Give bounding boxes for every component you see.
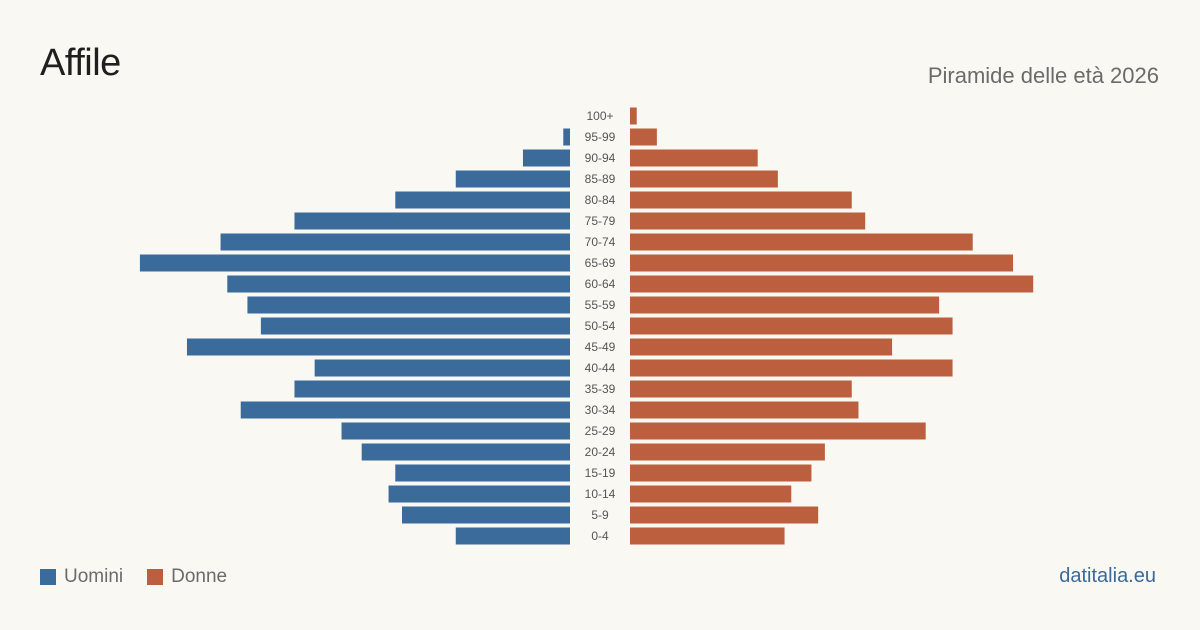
bar-women-80-84 [630,191,852,209]
bar-women-70-74 [630,233,973,251]
bar-women-20-24 [630,443,825,461]
age-label-90-94: 90-94 [585,151,616,165]
age-label-65-69: 65-69 [585,256,616,270]
bar-women-30-34 [630,401,859,419]
bar-men-20-24 [361,443,570,461]
bar-women-50-54 [630,317,953,335]
age-label-30-34: 30-34 [585,403,616,417]
age-label-50-54: 50-54 [585,319,616,333]
age-label-40-44: 40-44 [585,361,616,375]
age-label-80-84: 80-84 [585,193,616,207]
legend-item-men: Uomini [40,566,123,588]
bar-men-60-64 [227,275,570,293]
age-label-5-9: 5-9 [591,508,609,522]
bar-men-95-99 [563,128,570,146]
bar-women-25-29 [630,422,926,440]
bar-women-5-9 [630,506,819,524]
bar-women-60-64 [630,275,1034,293]
page-title: Affile [40,42,121,84]
bar-women-85-89 [630,170,778,188]
bar-men-25-29 [341,422,570,440]
bar-men-45-49 [186,338,570,356]
bar-women-65-69 [630,254,1014,272]
age-label-95-99: 95-99 [585,130,616,144]
bar-men-65-69 [139,254,571,272]
age-label-60-64: 60-64 [585,277,616,291]
legend-label-women: Donne [171,566,228,587]
legend-swatch-men [40,569,56,585]
bar-men-70-74 [220,233,570,251]
age-label-20-24: 20-24 [585,445,616,459]
bar-women-35-39 [630,380,852,398]
age-label-55-59: 55-59 [585,298,616,312]
age-label-25-29: 25-29 [585,424,616,438]
age-label-85-89: 85-89 [585,172,616,186]
legend-item-women: Donne [147,566,227,588]
bar-men-80-84 [395,191,570,209]
bar-women-95-99 [630,128,657,146]
bar-men-50-54 [260,317,570,335]
bar-men-40-44 [314,359,570,377]
bar-women-45-49 [630,338,893,356]
bar-women-90-94 [630,149,758,167]
age-label-15-19: 15-19 [585,466,616,480]
bar-women-100plus [630,107,637,125]
bar-men-10-14 [388,485,570,503]
age-label-45-49: 45-49 [585,340,616,354]
chart-subtitle: Piramide delle età 2026 [927,63,1159,88]
bar-men-35-39 [294,380,570,398]
bar-men-30-34 [240,401,570,419]
bar-men-85-89 [455,170,570,188]
chart-legend: Uomini Donne [40,566,251,588]
age-label-0-4: 0-4 [591,529,609,543]
age-label-10-14: 10-14 [585,487,616,501]
bar-men-55-59 [247,296,570,314]
bar-men-75-79 [294,212,570,230]
bar-women-75-79 [630,212,866,230]
bar-men-0-4 [455,527,570,545]
age-label-75-79: 75-79 [585,214,616,228]
age-label-70-74: 70-74 [585,235,616,249]
bar-men-5-9 [402,506,570,524]
bar-women-40-44 [630,359,953,377]
bar-women-55-59 [630,296,940,314]
age-label-100plus: 100+ [586,109,613,123]
bar-men-15-19 [395,464,570,482]
legend-swatch-women [147,569,164,585]
source-link[interactable]: datitalia.eu [1059,565,1156,587]
bar-women-0-4 [630,527,785,545]
bar-men-90-94 [522,149,570,167]
bar-women-10-14 [630,485,792,503]
age-label-35-39: 35-39 [585,382,616,396]
bar-women-15-19 [630,464,812,482]
legend-label-men: Uomini [64,566,124,587]
